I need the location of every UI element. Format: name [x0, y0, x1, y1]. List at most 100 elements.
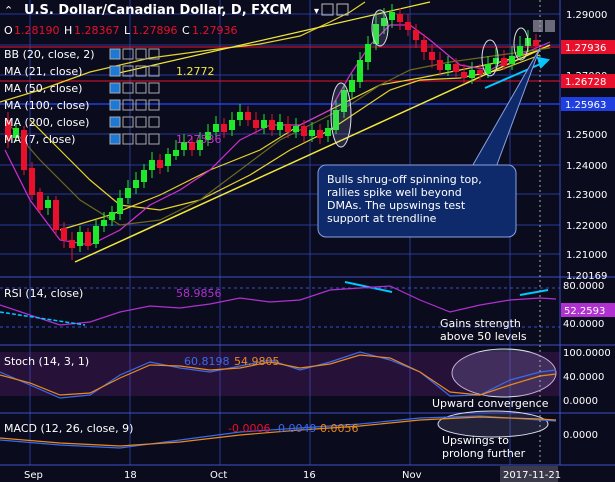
candle-body[interactable] — [165, 154, 171, 166]
eye-icon[interactable] — [109, 99, 121, 111]
axis-scroll-down[interactable] — [545, 20, 555, 32]
candle-body[interactable] — [421, 40, 427, 52]
indicator-label-4[interactable]: MA (200, close) — [4, 116, 89, 129]
settings-icon[interactable] — [122, 99, 134, 111]
candle-body[interactable] — [253, 120, 259, 128]
eye-icon[interactable] — [109, 48, 121, 60]
close-icon[interactable] — [148, 116, 160, 128]
close-icon[interactable] — [148, 82, 160, 94]
indicator-label-5[interactable]: MA (7, close) — [4, 133, 75, 146]
settings-icon[interactable] — [122, 48, 134, 60]
candle-body[interactable] — [125, 188, 131, 198]
candle-body[interactable] — [149, 160, 155, 170]
candle-body[interactable] — [405, 22, 411, 30]
candle-body[interactable] — [157, 160, 163, 168]
candle-body[interactable] — [93, 226, 99, 244]
eye-icon[interactable] — [109, 133, 121, 145]
settings-icon[interactable] — [122, 116, 134, 128]
upper-trendline[interactable] — [109, 1, 431, 76]
candle-body[interactable] — [493, 58, 499, 64]
candle-body[interactable] — [365, 44, 371, 62]
candle-body[interactable] — [221, 124, 227, 132]
candle-body[interactable] — [453, 64, 459, 72]
candle-body[interactable] — [509, 56, 515, 64]
candle-body[interactable] — [45, 200, 51, 208]
settings-icon[interactable] — [122, 133, 134, 145]
candle-body[interactable] — [189, 142, 195, 150]
candle-body[interactable] — [109, 212, 115, 220]
candle-body[interactable] — [373, 24, 379, 44]
close-icon[interactable] — [336, 3, 349, 16]
close-icon[interactable] — [148, 65, 160, 77]
candle-body[interactable] — [333, 110, 339, 130]
plus-icon[interactable] — [135, 65, 147, 77]
indicator-label-1[interactable]: MA (21, close) — [4, 65, 82, 78]
stoch-label[interactable]: Stoch (14, 3, 1) — [4, 355, 89, 368]
candle-body[interactable] — [517, 46, 523, 56]
settings-icon[interactable] — [122, 65, 134, 77]
indicator-legend[interactable]: BB (20, close, 2) MA (21, close) 1.2772 MA … — [4, 48, 222, 146]
close-icon[interactable] — [148, 133, 160, 145]
candle-body[interactable] — [397, 14, 403, 22]
pane-separators[interactable] — [0, 0, 615, 466]
candle-body[interactable] — [237, 112, 243, 120]
candlesticks[interactable] — [5, 4, 539, 260]
candle-body[interactable] — [357, 60, 363, 82]
candle-body[interactable] — [285, 124, 291, 132]
chevron-up-icon[interactable]: ⌃ — [4, 4, 13, 17]
close-icon[interactable] — [148, 48, 160, 60]
plus-icon[interactable] — [135, 48, 147, 60]
candle-body[interactable] — [117, 198, 123, 214]
candle-body[interactable] — [445, 64, 451, 70]
price-axis[interactable]: 1.290001.280001.270001.260001.250001.240… — [561, 10, 615, 282]
candle-body[interactable] — [229, 120, 235, 130]
candle-body[interactable] — [245, 112, 251, 120]
macd-label[interactable]: MACD (12, 26, close, 9) — [4, 422, 133, 435]
title-dropdown-icon[interactable]: ▾ — [314, 6, 319, 17]
candle-body[interactable] — [197, 140, 203, 150]
candle-body[interactable] — [501, 58, 507, 66]
candle-body[interactable] — [77, 232, 83, 246]
candle-body[interactable] — [141, 170, 147, 182]
candle-body[interactable] — [309, 130, 315, 136]
rsi-pane[interactable]: RSI (14, close) 58.9856 Gains strength a… — [0, 285, 560, 343]
eye-icon[interactable] — [109, 116, 121, 128]
time-axis[interactable]: Sep 18 Oct 16 Nov — [24, 470, 422, 481]
candle-body[interactable] — [205, 132, 211, 140]
candle-body[interactable] — [437, 60, 443, 70]
candle-body[interactable] — [69, 240, 75, 248]
header-toolbar[interactable] — [321, 3, 349, 16]
candle-body[interactable] — [341, 90, 347, 112]
indicator-label-3[interactable]: MA (100, close) — [4, 99, 89, 112]
indicator-label-0[interactable]: BB (20, close, 2) — [4, 48, 95, 61]
candle-body[interactable] — [269, 120, 275, 130]
macd-pane[interactable]: MACD (12, 26, close, 9) -0.0006 0.0049 0… — [0, 415, 557, 460]
candle-body[interactable] — [381, 18, 387, 26]
candle-body[interactable] — [469, 70, 475, 78]
indicator-label-2[interactable]: MA (50, close) — [4, 82, 82, 95]
rsi-label[interactable]: RSI (14, close) — [4, 287, 83, 300]
candle-body[interactable] — [5, 120, 11, 140]
settings-icon[interactable] — [321, 3, 334, 16]
candle-body[interactable] — [325, 128, 331, 136]
candle-body[interactable] — [301, 126, 307, 136]
settings-icon[interactable] — [122, 82, 134, 94]
eye-icon[interactable] — [109, 82, 121, 94]
candle-body[interactable] — [29, 168, 35, 195]
candle-body[interactable] — [533, 40, 539, 46]
candle-body[interactable] — [461, 72, 467, 78]
candle-body[interactable] — [13, 128, 19, 138]
candle-body[interactable] — [213, 124, 219, 132]
sub-pane-axes[interactable]: 80.0000 40.0000 100.0000 40.0000 0.0000 … — [563, 281, 611, 441]
candle-body[interactable] — [317, 130, 323, 138]
candle-body[interactable] — [389, 12, 395, 20]
candle-body[interactable] — [293, 126, 299, 132]
candle-body[interactable] — [37, 192, 43, 210]
candle-body[interactable] — [277, 122, 283, 130]
plus-icon[interactable] — [135, 99, 147, 111]
stoch-pane[interactable]: Stoch (14, 3, 1) 60.8198 54.9805 Upward … — [0, 351, 560, 410]
candle-body[interactable] — [61, 228, 67, 240]
candle-body[interactable] — [413, 30, 419, 40]
candle-body[interactable] — [21, 130, 27, 170]
